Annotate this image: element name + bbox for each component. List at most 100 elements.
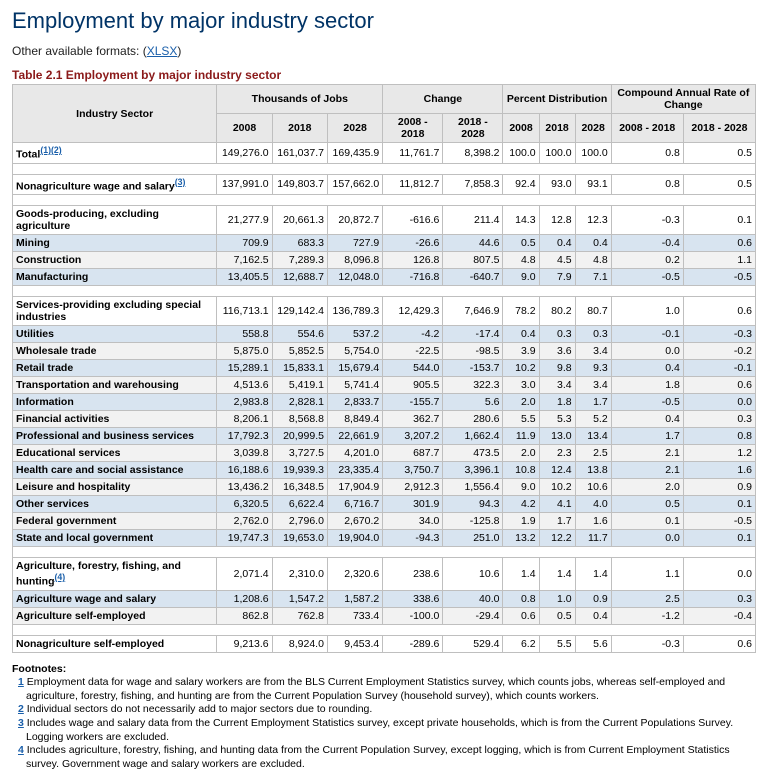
row-label: Total(1)(2)	[13, 143, 217, 164]
cell: 905.5	[383, 377, 443, 394]
cell: -0.3	[683, 326, 755, 343]
cell: 5.2	[575, 411, 611, 428]
cell: 17,792.3	[217, 428, 272, 445]
xlsx-link[interactable]: XLSX	[147, 44, 178, 58]
table-row: Financial activities8,206.18,568.88,849.…	[13, 411, 756, 428]
cell: 13,405.5	[217, 269, 272, 286]
table-row: Nonagriculture self-employed9,213.68,924…	[13, 635, 756, 652]
table-row: Mining709.9683.3727.9-26.644.60.50.40.4-…	[13, 235, 756, 252]
formats-close: )	[177, 44, 181, 58]
table-row: Professional and business services17,792…	[13, 428, 756, 445]
row-label: Educational services	[13, 445, 217, 462]
cell: 11,812.7	[383, 174, 443, 195]
cell: 1.6	[575, 513, 611, 530]
table-row: Federal government2,762.02,796.02,670.23…	[13, 513, 756, 530]
footnote-ref[interactable]: (2)	[51, 145, 62, 155]
cell: 709.9	[217, 235, 272, 252]
cell: 16,188.6	[217, 462, 272, 479]
cell: 3,750.7	[383, 462, 443, 479]
cell: -100.0	[383, 607, 443, 624]
cell: 3.4	[539, 377, 575, 394]
cell: 15,679.4	[327, 360, 382, 377]
cell: 20,999.5	[272, 428, 327, 445]
cell: 238.6	[383, 558, 443, 591]
cell: 93.0	[539, 174, 575, 195]
cell: 683.3	[272, 235, 327, 252]
cell: 0.6	[683, 297, 755, 326]
cell: -17.4	[443, 326, 503, 343]
cell: 19,747.3	[217, 530, 272, 547]
cell: 12,688.7	[272, 269, 327, 286]
cell: 15,833.1	[272, 360, 327, 377]
cell: 0.3	[575, 326, 611, 343]
cell: 126.8	[383, 252, 443, 269]
footnote-number[interactable]: 2	[18, 703, 24, 715]
cell: 169,435.9	[327, 143, 382, 164]
col-carc: Compound Annual Rate of Change	[611, 85, 755, 114]
cell: 0.5	[503, 235, 539, 252]
row-label: Construction	[13, 252, 217, 269]
footnote-ref[interactable]: (4)	[54, 572, 65, 582]
col-carc-08-18: 2008 - 2018	[611, 114, 683, 143]
cell: 8,096.8	[327, 252, 382, 269]
cell: 8,924.0	[272, 635, 327, 652]
cell: 5.5	[539, 635, 575, 652]
cell: 3.4	[575, 377, 611, 394]
cell: 1.0	[539, 590, 575, 607]
footnote-number[interactable]: 3	[18, 717, 24, 729]
cell: 19,904.0	[327, 530, 382, 547]
cell: -0.4	[611, 235, 683, 252]
cell: 0.4	[503, 326, 539, 343]
row-label: Mining	[13, 235, 217, 252]
footnote-number[interactable]: 1	[18, 676, 24, 688]
table-row: Information2,983.82,828.12,833.7-155.75.…	[13, 394, 756, 411]
cell: 3,207.2	[383, 428, 443, 445]
cell: 1.7	[575, 394, 611, 411]
cell: 9.3	[575, 360, 611, 377]
cell: 280.6	[443, 411, 503, 428]
cell: -0.5	[683, 269, 755, 286]
cell: 0.4	[575, 235, 611, 252]
cell: -716.8	[383, 269, 443, 286]
cell: 5.6	[443, 394, 503, 411]
footnote-ref[interactable]: (3)	[175, 177, 186, 187]
cell: -640.7	[443, 269, 503, 286]
footnote-number[interactable]: 4	[18, 744, 24, 756]
cell: 7,162.5	[217, 252, 272, 269]
cell: 0.0	[611, 343, 683, 360]
cell: 5.3	[539, 411, 575, 428]
cell: 100.0	[503, 143, 539, 164]
table-row: Educational services3,039.83,727.54,201.…	[13, 445, 756, 462]
cell: 301.9	[383, 496, 443, 513]
cell: 6,320.5	[217, 496, 272, 513]
cell: 16,348.5	[272, 479, 327, 496]
cell: 1.8	[539, 394, 575, 411]
cell: 0.5	[611, 496, 683, 513]
cell: -29.4	[443, 607, 503, 624]
table-row: Leisure and hospitality13,436.216,348.51…	[13, 479, 756, 496]
row-label: Health care and social assistance	[13, 462, 217, 479]
cell: 727.9	[327, 235, 382, 252]
col-thousands: Thousands of Jobs	[217, 85, 383, 114]
row-label: Leisure and hospitality	[13, 479, 217, 496]
cell: 1.9	[503, 513, 539, 530]
cell: 12.4	[539, 462, 575, 479]
footnote-ref[interactable]: (1)	[40, 145, 51, 155]
cell: -125.8	[443, 513, 503, 530]
cell: 2,071.4	[217, 558, 272, 591]
cell: 19,653.0	[272, 530, 327, 547]
cell: 0.6	[683, 635, 755, 652]
cell: 8,206.1	[217, 411, 272, 428]
cell: 93.1	[575, 174, 611, 195]
cell: 0.3	[683, 590, 755, 607]
cell: 4.8	[575, 252, 611, 269]
cell: 3.6	[539, 343, 575, 360]
cell: 11.7	[575, 530, 611, 547]
cell: 2,670.2	[327, 513, 382, 530]
cell: 0.4	[611, 411, 683, 428]
cell: 2,762.0	[217, 513, 272, 530]
cell: 1.0	[611, 297, 683, 326]
cell: 2.1	[611, 445, 683, 462]
col-change: Change	[383, 85, 503, 114]
cell: -153.7	[443, 360, 503, 377]
